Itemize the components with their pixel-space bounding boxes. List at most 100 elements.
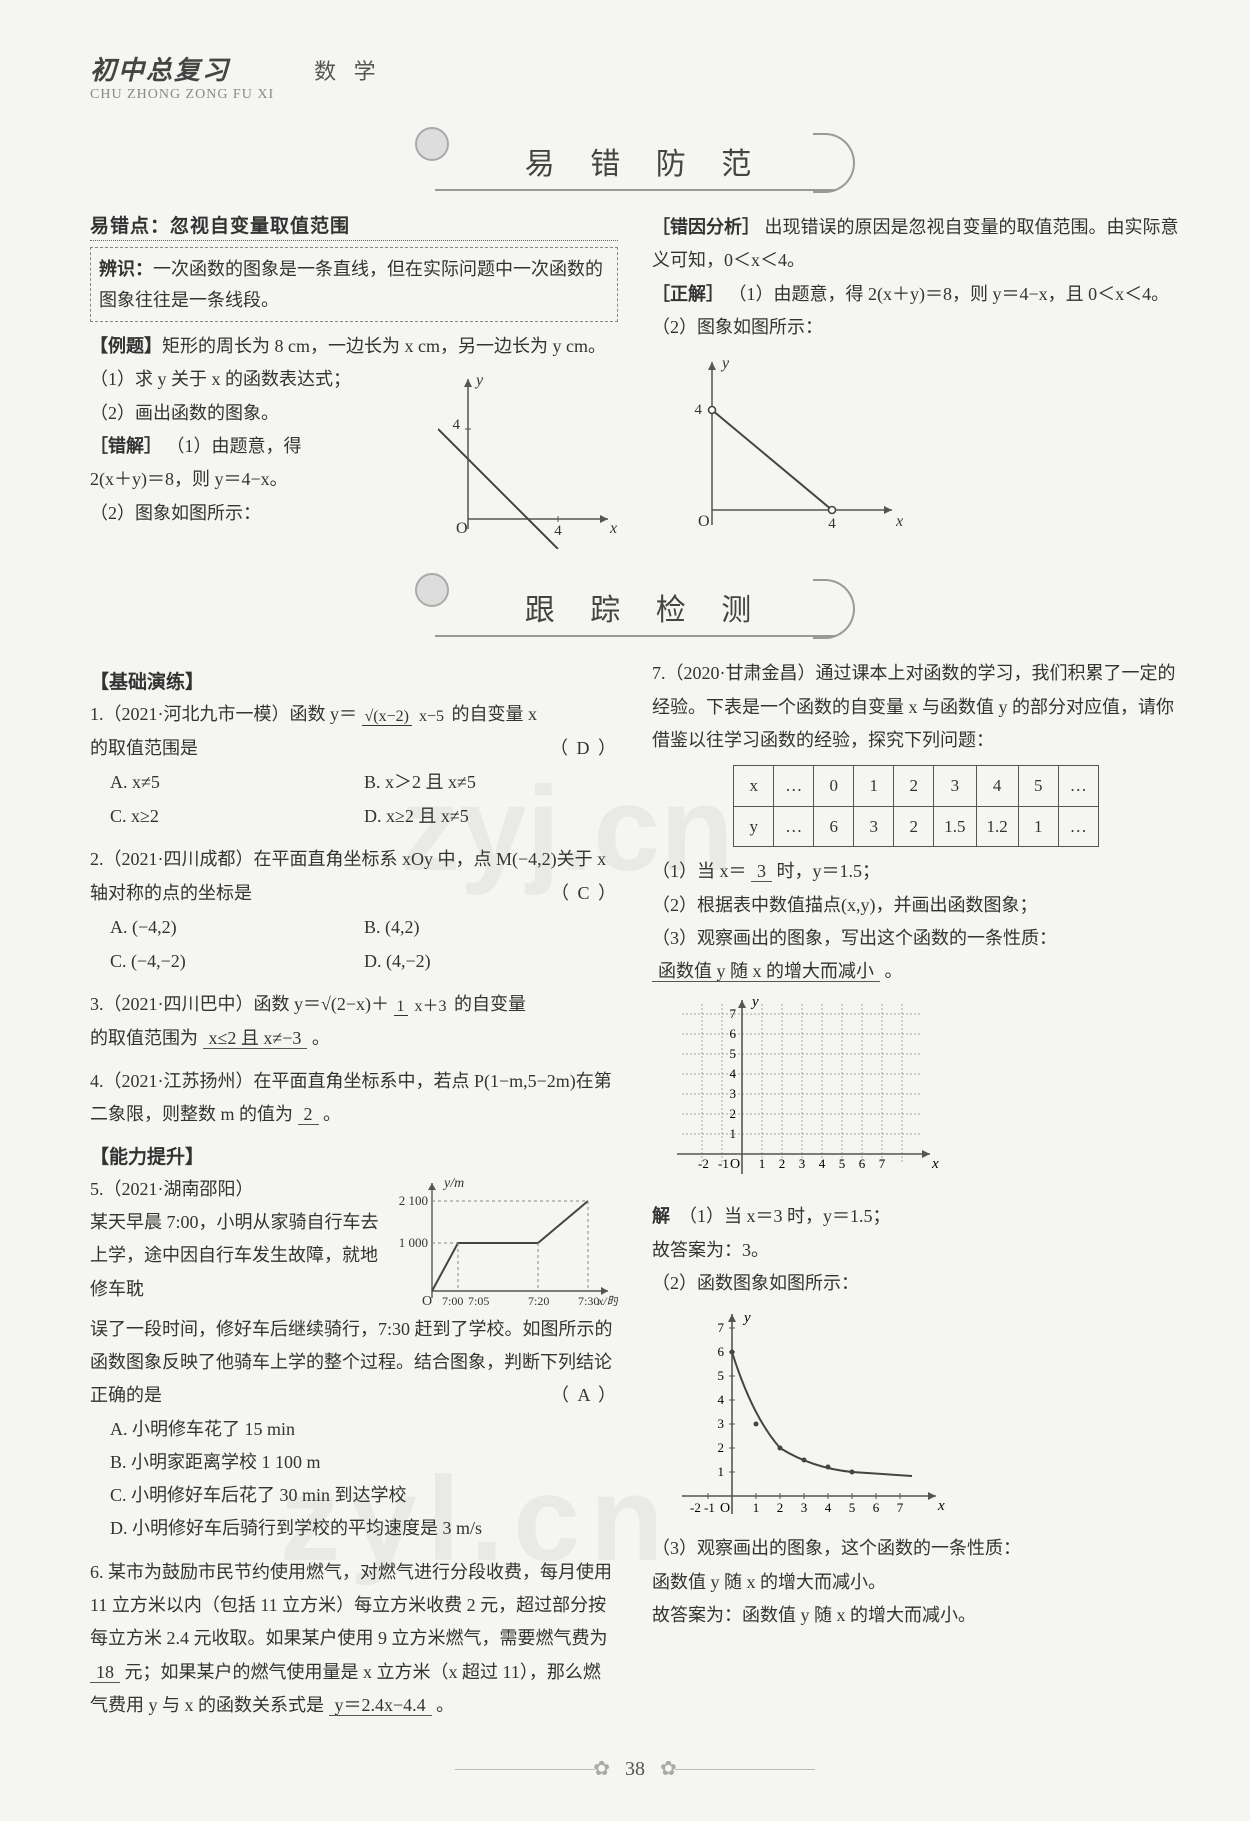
section-banner-2: 跟 踪 检 测 [90,579,1180,637]
svg-text:1 000: 1 000 [399,1235,428,1250]
svg-text:x: x [895,513,903,530]
wrong-line3: （2）图象如图所示： [90,497,428,530]
page-number: 38 [625,1758,645,1780]
table-cell: 5 [1018,766,1058,806]
table-cell: y [734,806,774,846]
exercises-two-col: 【基础演练】 1.（2021·河北九市一模）函数 y＝ √(x−2) x−5 的… [90,657,1180,1732]
svg-text:-2: -2 [690,1500,701,1515]
svg-text:1: 1 [730,1126,737,1141]
q5-optB: B. 小明家距离学校 1 100 m [110,1446,618,1479]
svg-text:2: 2 [779,1156,786,1171]
table-cell: … [1058,766,1098,806]
q7-sub3-pre: （3）观察画出的图象，写出这个函数的一条性质： [652,928,1057,948]
section-banner-1: 易 错 防 范 [90,133,1180,191]
q7-grid-chart: y x O 7 6 5 4 3 2 1 -2 -1 1 2 3 [652,994,1180,1194]
wrong-label: ［错解］ [90,436,162,456]
wrong-line1: （1）由题意，得 [167,436,302,456]
discern-label: 辨识： [99,259,153,279]
q7-table: x … 0 1 2 3 4 5 … y … 6 3 [733,765,1099,847]
svg-text:-2: -2 [698,1156,709,1171]
example-q2: （2）画出函数的图象。 [90,397,428,430]
svg-text:2: 2 [718,1440,725,1455]
svg-text:5: 5 [730,1046,737,1061]
section-title-2: 跟 踪 检 测 [435,579,836,637]
q1-frac-den: x−5 [416,708,447,725]
q5-text-block: 5.（2021·湖南邵阳） 某天早晨 7:00，小明从家骑自行车去上学，途中因自… [90,1173,380,1313]
q7-sub3: （3）观察画出的图象，写出这个函数的一条性质： 函数值 y 随 x 的增大而减小… [652,922,1180,989]
page-header: 初中总复习 CHU ZHONG ZONG FU XI 数 学 [90,50,1180,103]
svg-text:3: 3 [799,1156,806,1171]
q5-options: A. 小明修车花了 15 min B. 小明家距离学校 1 100 m C. 小… [110,1413,618,1546]
q2-optC: C. (−4,−2) [110,944,364,978]
discern-text: 一次函数的图象是一条直线，但在实际问题中一次函数的图象往往是一条线段。 [99,259,603,310]
svg-text:7:30: 7:30 [578,1294,599,1308]
q2-optB: B. (4,2) [364,910,618,944]
svg-text:-1: -1 [718,1156,729,1171]
svg-text:x: x [931,1156,939,1172]
q7-sol3a: （3）观察画出的图象，这个函数的一条性质： [652,1532,1180,1565]
q3-period: 。 [312,1028,330,1048]
correct-line: ［正解］ （1）由题意，得 2(x＋y)＝8，则 y＝4−x，且 0＜x＜4。 [652,278,1180,311]
table-cell: … [774,806,814,846]
example-row: （1）求 y 关于 x 的函数表达式； （2）画出函数的图象。 ［错解］ （1）… [90,363,618,555]
table-cell: 1.5 [934,806,976,846]
svg-text:7: 7 [730,1006,737,1021]
table-cell: x [734,766,774,806]
q7-sub1-pre: （1）当 x＝ [652,861,747,881]
page-container: 初中总复习 CHU ZHONG ZONG FU XI 数 学 易 错 防 范 易… [0,0,1250,1821]
svg-text:1: 1 [718,1464,725,1479]
mistake-point-heading: 易错点：忽视自变量取值范围 [90,211,618,241]
q1-prefix: 1.（2021·河北九市一模）函数 y＝ [90,704,357,724]
header-subject: 数 学 [314,54,382,86]
q1-optD: D. x≥2 且 x≠5 [364,799,618,833]
exercises-right-col: 7.（2020·甘肃金昌）通过课本上对函数的学习，我们积累了一定的经验。下表是一… [652,657,1180,1732]
q5-row: 5.（2021·湖南邵阳） 某天早晨 7:00，小明从家骑自行车去上学，途中因自… [90,1173,618,1313]
q1-line2: 的取值范围是 [90,738,198,758]
q7-sol: 解 （1）当 x＝3 时，y＝1.5； [652,1200,1180,1233]
section-title-1: 易 错 防 范 [435,133,836,191]
svg-text:O: O [730,1157,740,1172]
svg-text:O: O [456,520,468,537]
q7-sol1b: 故答案为：3。 [652,1234,1180,1267]
q3-fraction: 1 x＋3 [394,998,450,1016]
svg-text:6: 6 [730,1026,737,1041]
q2-optD: D. (4,−2) [364,944,618,978]
svg-text:4: 4 [819,1156,826,1171]
q5-ylabel: y/m [442,1176,464,1191]
svg-text:x: x [937,1498,945,1514]
svg-text:y: y [742,1310,751,1326]
page-footer: ✿ 38 ✿ [90,1756,1180,1781]
svg-text:O: O [698,513,710,530]
q7-sol3c: 故答案为：函数值 y 随 x 的增大而减小。 [652,1599,1180,1632]
q7-sub1: （1）当 x＝ 3 时，y＝1.5； [652,855,1180,888]
example-label: 【例题】 [90,336,162,356]
q1-fraction: √(x−2) x−5 [362,708,448,726]
wrong-chart: 4 4 O y x [438,369,618,549]
q7-sub3-post: 。 [885,961,903,981]
discern-box: 辨识：一次函数的图象是一条直线，但在实际问题中一次函数的图象往往是一条线段。 [90,247,618,322]
q5-optC: C. 小明修好车后花了 30 min 到达学校 [110,1479,618,1512]
q6-ans1: 18 [90,1662,120,1683]
correct-line2: （2）图象如图所示： [652,311,1180,344]
svg-text:O: O [422,1294,432,1309]
table-cell: 6 [814,806,854,846]
question-7: 7.（2020·甘肃金昌）通过课本上对函数的学习，我们积累了一定的经验。下表是一… [652,657,1180,1632]
correct-chart-svg: 4 4 O y x [652,350,912,540]
q7-sol-label: 解 [652,1206,670,1226]
q7-table-row-y: y … 6 3 2 1.5 1.2 1 … [734,806,1099,846]
svg-text:7:05: 7:05 [468,1294,489,1308]
q2-text: 2.（2021·四川成都）在平面直角坐标系 xOy 中，点 M(−4,2)关于 … [90,849,606,902]
ability-heading: 【能力提升】 [90,1142,618,1169]
svg-text:7:00: 7:00 [442,1294,463,1308]
table-cell: … [1058,806,1098,846]
svg-text:y: y [720,355,730,372]
mistake-right-col: ［错因分析］ 出现错误的原因是忽视自变量的取值范围。由实际意义可知，0＜x＜4。… [652,211,1180,555]
table-cell: 0 [814,766,854,806]
table-cell: 2 [894,766,934,806]
correct-line1: （1）由题意，得 2(x＋y)＝8，则 y＝4−x，且 0＜x＜4。 [729,284,1170,304]
analysis-label: ［错因分析］ [652,217,760,237]
q5-body1: 某天早晨 7:00，小明从家骑自行车去上学，途中因自行车发生故障，就地修车耽 [90,1212,379,1299]
q1-suffix: 的自变量 x [452,704,538,724]
wrong-line2: 2(x＋y)＝8，则 y＝4−x。 [90,463,428,496]
svg-text:6: 6 [718,1344,725,1359]
